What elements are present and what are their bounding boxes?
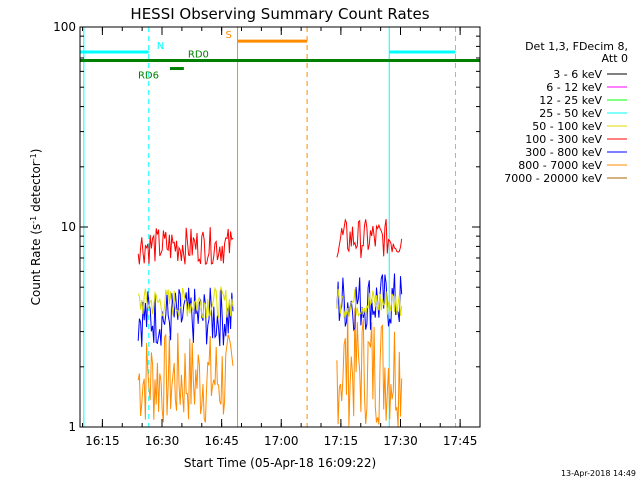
- legend-entry: 6 - 12 keV: [546, 81, 602, 94]
- timestamp-annotation: 13-Apr-2018 14:49: [561, 469, 636, 478]
- x-tick-label: 16:45: [204, 434, 239, 448]
- series-line-300-800keV: [137, 287, 234, 347]
- legend-entry: 100 - 300 keV: [525, 133, 602, 146]
- legend-header: Att 0: [602, 52, 628, 65]
- y-axis: 1 10 100: [53, 20, 480, 434]
- series-line-50-100keV: [336, 288, 403, 318]
- plot-frame: [79, 26, 481, 428]
- x-tick-label: 17:45: [443, 434, 478, 448]
- chart-title: HESSI Observing Summary Count Rates: [130, 5, 429, 23]
- flag-label-S: S: [226, 30, 232, 41]
- legend-entry: 300 - 800 keV: [525, 146, 602, 159]
- x-tick-label: 16:15: [85, 434, 120, 448]
- series-line-800-7000keV: [137, 332, 234, 423]
- legend-entry: 3 - 6 keV: [553, 68, 602, 81]
- y-axis-label: Count Rate (s-1 detector-1): [29, 149, 44, 306]
- legend-entry: 7000 - 20000 keV: [504, 172, 602, 185]
- x-tick-label: 17:15: [324, 434, 359, 448]
- legend-header: Det 1,3, FDecim 8,: [525, 40, 628, 53]
- x-axis-label: Start Time (05-Apr-18 16:09:22): [184, 456, 376, 470]
- x-tick-label: 17:00: [264, 434, 299, 448]
- x-tick-label: 16:30: [145, 434, 180, 448]
- flag-label-RD6: RD6: [138, 71, 159, 82]
- series-line-50-100keV: [137, 285, 234, 319]
- x-tick-label: 17:30: [383, 434, 418, 448]
- flag-label-RD0: RD0: [188, 49, 209, 60]
- series-line-300-800keV: [336, 273, 403, 332]
- x-axis: 16:15 16:30 16:45 17:00 17:15 17:30 17:45: [82, 27, 481, 448]
- series-line-100-300keV: [336, 218, 403, 258]
- y-tick-label: 100: [53, 20, 76, 34]
- y-tick-label: 10: [61, 220, 76, 234]
- legend-entry: 50 - 100 keV: [532, 120, 602, 133]
- legend-entry: 800 - 7000 keV: [518, 159, 602, 172]
- flag-label-N: N: [157, 41, 164, 52]
- legend-entry: 12 - 25 keV: [539, 94, 602, 107]
- y-tick-label: 1: [68, 420, 76, 434]
- legend-entry: 25 - 50 keV: [539, 107, 602, 120]
- series-line-800-7000keV: [336, 307, 403, 427]
- plot-area: N S RD6 RD0: [80, 27, 480, 427]
- series-line-100-300keV: [137, 227, 234, 265]
